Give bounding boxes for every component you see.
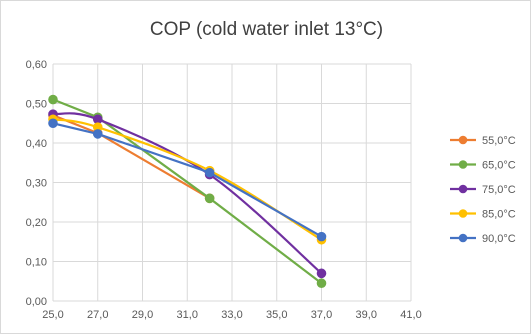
legend-label-1: 65,0°C [482,160,516,172]
data-point-series-4 [204,167,215,178]
x-tick-label: 39,0 [356,309,377,321]
y-tick-label: 0,50 [26,99,47,111]
data-point-series-4 [48,118,58,129]
data-point-series-2 [316,268,327,279]
data-point-series-1 [204,193,215,204]
x-tick-label: 25,0 [42,309,63,321]
legend-label-0: 55,0°C [482,135,516,147]
y-tick-label: 0,40 [26,138,47,150]
series-line-4 [52,122,323,238]
legend-marker-2 [458,184,468,194]
data-point-series-1 [316,278,327,289]
y-tick-label: 0,30 [26,178,47,190]
x-tick-label: 35,0 [266,309,287,321]
x-tick-label: 27,0 [87,309,108,321]
legend-marker-4 [458,233,468,243]
x-tick-label: 33,0 [221,309,242,321]
legend-marker-1 [458,160,468,169]
legend-label-4: 90,0°C [482,233,516,245]
series-line-1 [52,98,323,285]
legend-marker-3 [458,209,468,218]
series-line-2 [52,112,323,275]
legend-marker-0 [458,135,468,145]
y-tick-label: 0,10 [26,257,47,269]
chart-title: COP (cold water inlet 13°C) [149,19,384,40]
data-point-series-1 [48,94,58,105]
x-tick-label: 29,0 [132,309,153,321]
y-tick-label: 0,60 [26,59,47,71]
x-tick-label: 41,0 [400,309,421,321]
x-tick-label: 31,0 [177,309,198,321]
y-tick-label: 0,00 [26,296,47,308]
legend-label-3: 85,0°C [482,209,516,221]
data-point-series-2 [92,114,103,125]
data-point-series-4 [92,129,103,139]
legend-label-2: 75,0°C [482,184,516,196]
x-tick-label: 37,0 [311,309,332,321]
data-point-series-4 [316,231,327,242]
y-tick-label: 0,20 [26,217,47,229]
